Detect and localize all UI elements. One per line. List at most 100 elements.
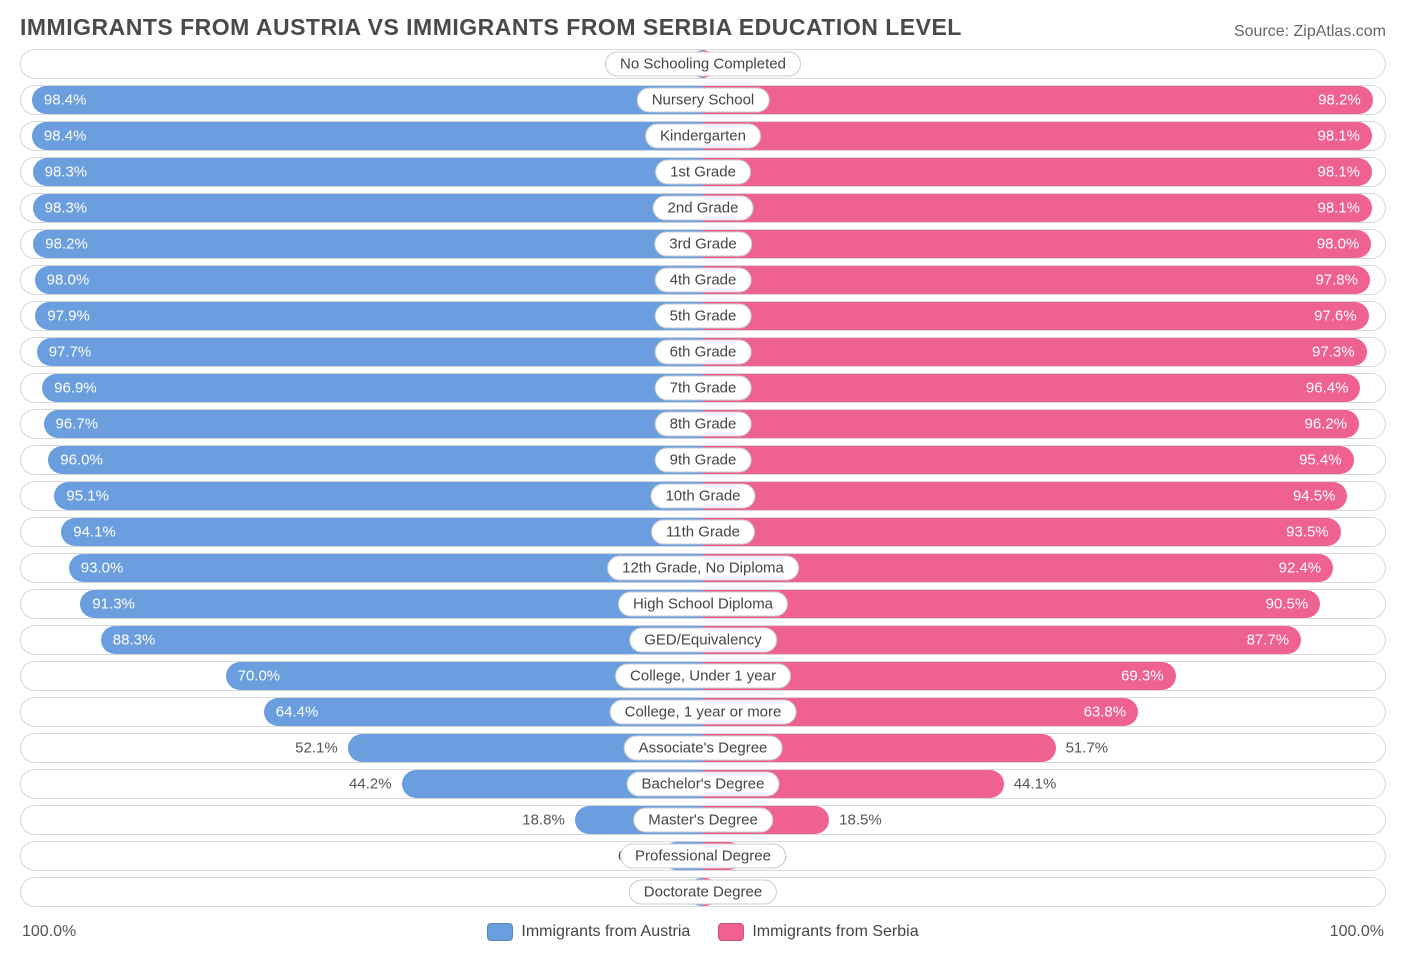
chart-title: IMMIGRANTS FROM AUSTRIA VS IMMIGRANTS FR… [20, 14, 962, 41]
value-right: 96.2% [1305, 416, 1348, 433]
category-label: 11th Grade [651, 520, 755, 545]
value-left: 52.1% [295, 740, 338, 757]
chart-row: 96.7% 96.2% 8th Grade [20, 409, 1386, 439]
category-label: Master's Degree [633, 808, 773, 833]
value-left: 98.0% [47, 272, 90, 289]
value-right: 51.7% [1066, 740, 1109, 757]
category-label: 3rd Grade [654, 232, 752, 257]
legend-swatch-right [718, 923, 744, 941]
category-label: 2nd Grade [653, 196, 754, 221]
bar-left [48, 446, 703, 474]
chart-row: 96.9% 96.4% 7th Grade [20, 373, 1386, 403]
legend-label-right: Immigrants from Serbia [752, 923, 918, 941]
value-left: 88.3% [113, 632, 156, 649]
category-label: College, 1 year or more [610, 700, 797, 725]
value-left: 96.9% [54, 380, 97, 397]
value-left: 98.4% [44, 128, 87, 145]
category-label: Bachelor's Degree [627, 772, 780, 797]
category-label: 9th Grade [655, 448, 752, 473]
axis-label-left: 100.0% [22, 923, 76, 941]
bar-right [703, 302, 1369, 330]
value-right: 98.0% [1317, 236, 1360, 253]
bar-left [54, 482, 703, 510]
bar-left [35, 302, 703, 330]
chart-row: 98.4%98.1%Kindergarten [20, 121, 1386, 151]
value-left: 98.4% [44, 92, 87, 109]
value-right: 87.7% [1247, 632, 1290, 649]
value-left: 98.2% [45, 236, 88, 253]
chart-row: 94.1%93.5%11th Grade [20, 517, 1386, 547]
value-left: 94.1% [73, 524, 116, 541]
chart-row: 2.4%2.3%Doctorate Degree [20, 877, 1386, 907]
chart-row: 64.4%63.8%College, 1 year or more [20, 697, 1386, 727]
legend-label-left: Immigrants from Austria [521, 923, 690, 941]
bar-left [33, 194, 703, 222]
chart-footer: 100.0% Immigrants from Austria Immigrant… [0, 919, 1406, 957]
bar-left [37, 338, 703, 366]
source-attribution: Source: ZipAtlas.com [1234, 23, 1386, 41]
bar-right [703, 122, 1372, 150]
chart-row: 98.0% 97.8% 4th Grade [20, 265, 1386, 295]
value-right: 97.6% [1314, 308, 1357, 325]
bar-right [703, 482, 1347, 510]
bar-left [61, 518, 703, 546]
bar-left [42, 374, 703, 402]
bar-right [703, 410, 1359, 438]
chart-row: 98.3%98.1%1st Grade [20, 157, 1386, 187]
value-right: 97.3% [1312, 344, 1355, 361]
category-label: 4th Grade [655, 268, 752, 293]
bar-right [703, 446, 1354, 474]
value-left: 93.0% [81, 560, 124, 577]
header: IMMIGRANTS FROM AUSTRIA VS IMMIGRANTS FR… [0, 0, 1406, 49]
value-right: 44.1% [1014, 776, 1057, 793]
chart-row: 88.3% 87.7% GED/Equivalency [20, 625, 1386, 655]
value-left: 70.0% [238, 668, 281, 685]
category-label: 5th Grade [655, 304, 752, 329]
value-right: 95.4% [1299, 452, 1342, 469]
value-left: 91.3% [92, 596, 135, 613]
category-label: 8th Grade [655, 412, 752, 437]
category-label: GED/Equivalency [629, 628, 777, 653]
bar-right [703, 266, 1370, 294]
bar-left [32, 122, 703, 150]
value-left: 64.4% [276, 704, 319, 721]
bar-left [33, 230, 703, 258]
category-label: 7th Grade [655, 376, 752, 401]
legend-item-left: Immigrants from Austria [487, 923, 690, 941]
bar-left [101, 626, 703, 654]
value-right: 90.5% [1266, 596, 1309, 613]
chart-row: 97.9%97.6%5th Grade [20, 301, 1386, 331]
bar-left [32, 86, 703, 114]
value-right: 69.3% [1121, 668, 1164, 685]
chart-row: 98.2% 98.0% 3rd Grade [20, 229, 1386, 259]
chart-row: 1.7%1.9%No Schooling Completed [20, 49, 1386, 79]
chart-row: 91.3% 90.5% High School Diploma [20, 589, 1386, 619]
value-right: 96.4% [1306, 380, 1349, 397]
axis-label-right: 100.0% [1330, 923, 1384, 941]
value-left: 98.3% [45, 164, 88, 181]
chart-row: 97.7%97.3%6th Grade [20, 337, 1386, 367]
bar-right [703, 374, 1360, 402]
value-left: 95.1% [66, 488, 109, 505]
value-right: 97.8% [1315, 272, 1358, 289]
bar-right [703, 194, 1372, 222]
category-label: Professional Degree [620, 844, 786, 869]
chart-row: 96.0%95.4%9th Grade [20, 445, 1386, 475]
legend-swatch-left [487, 923, 513, 941]
chart-row: 18.8%18.5%Master's Degree [20, 805, 1386, 835]
value-right: 92.4% [1279, 560, 1322, 577]
category-label: High School Diploma [618, 592, 788, 617]
source-prefix: Source: [1234, 23, 1294, 40]
value-left: 96.7% [56, 416, 99, 433]
value-left: 18.8% [522, 812, 565, 829]
bar-right [703, 590, 1320, 618]
bar-right [703, 230, 1371, 258]
legend: Immigrants from Austria Immigrants from … [487, 923, 918, 941]
value-left: 97.7% [49, 344, 92, 361]
diverging-bar-chart: 1.7%1.9%No Schooling Completed 98.4% 98.2%… [0, 49, 1406, 919]
category-label: 10th Grade [650, 484, 755, 509]
bar-left [44, 410, 703, 438]
chart-row: 93.0% 92.4% 12th Grade, No Diploma [20, 553, 1386, 583]
category-label: 12th Grade, No Diploma [607, 556, 799, 581]
category-label: Doctorate Degree [629, 880, 777, 905]
